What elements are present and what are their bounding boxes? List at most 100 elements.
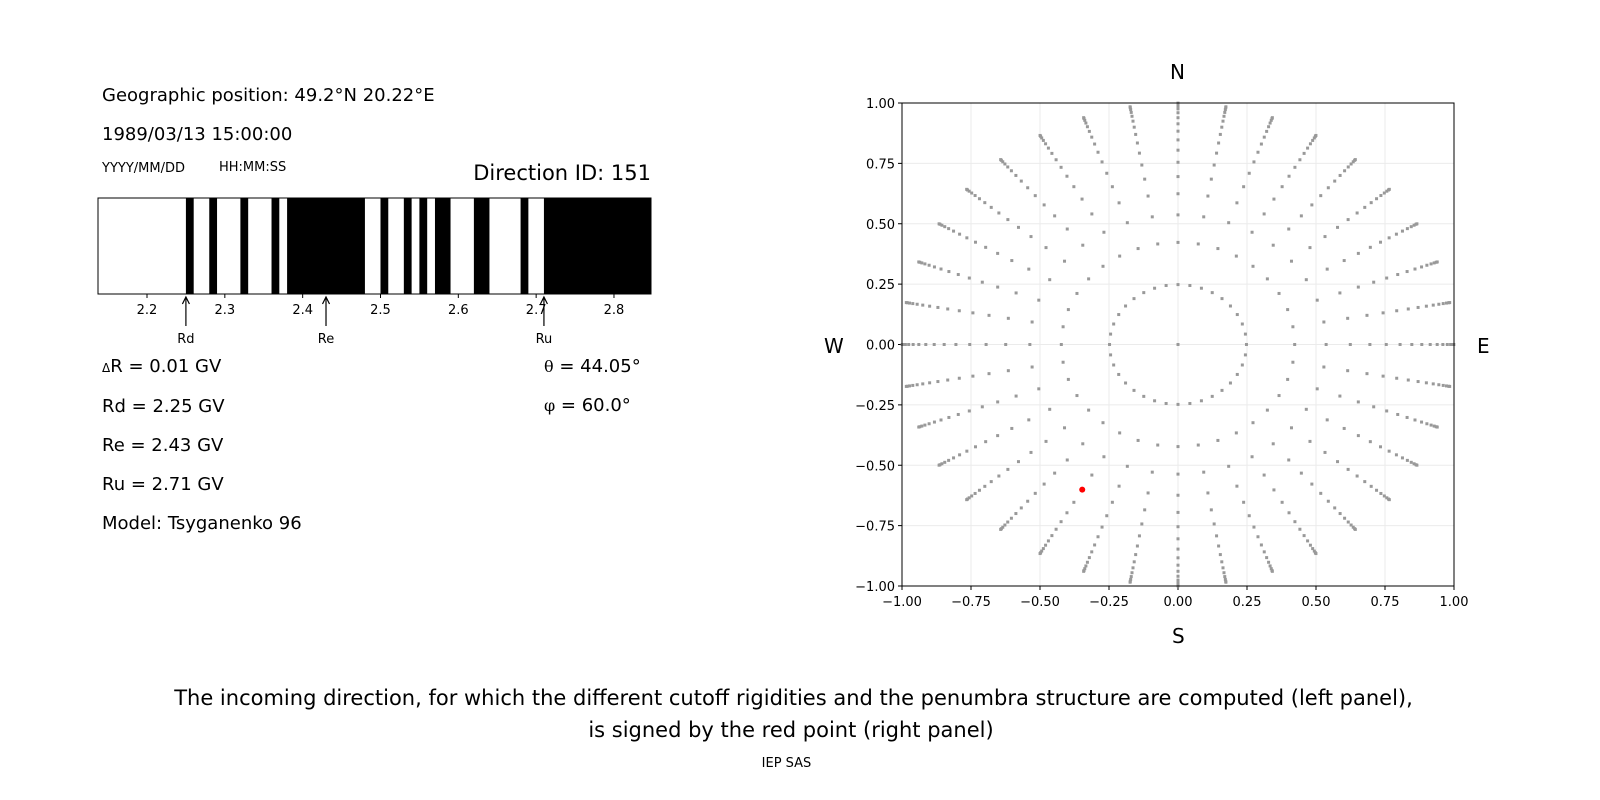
direction-point (1188, 284, 1192, 288)
direction-point (1224, 580, 1228, 584)
direction-point (1132, 125, 1136, 129)
direction-point (1315, 298, 1319, 302)
direction-point (1228, 381, 1232, 385)
direction-point (1267, 125, 1271, 129)
direction-point (1310, 203, 1314, 207)
direction-point (1129, 577, 1133, 581)
caption-line-1: The incoming direction, for which the di… (174, 686, 1413, 710)
direction-point (1222, 571, 1226, 575)
direction-point (983, 201, 987, 205)
direction-point (1368, 343, 1372, 346)
direction-point (1416, 305, 1420, 309)
forbidden-band (209, 198, 218, 294)
direction-point (947, 227, 951, 231)
direction-point (1112, 363, 1116, 367)
direction-point (1096, 535, 1100, 539)
direction-point (1085, 560, 1089, 564)
direction-point (1375, 488, 1379, 492)
direction-point (1259, 142, 1263, 146)
direction-point (1224, 105, 1228, 109)
compass-north: N (1170, 60, 1185, 84)
direction-point (1220, 388, 1224, 392)
direction-point (965, 449, 969, 453)
direction-point (1398, 343, 1402, 346)
direction-point (1356, 400, 1360, 404)
direction-point (1271, 243, 1275, 247)
direction-point (1134, 132, 1138, 136)
direction-point (1325, 267, 1329, 271)
direction-point (1140, 163, 1144, 167)
direction-point (1004, 343, 1008, 346)
direction-point (1437, 302, 1441, 306)
direction-point (1030, 320, 1034, 324)
direction-point (1117, 484, 1121, 488)
direction-point (1310, 482, 1314, 486)
direction-point (1042, 203, 1046, 207)
direction-point (1382, 494, 1386, 498)
direction-point (1424, 381, 1428, 385)
direction-point (1206, 491, 1210, 495)
direction-point (1387, 187, 1391, 191)
direction-point (1270, 116, 1274, 120)
direction-point (952, 229, 956, 233)
direction-point (903, 343, 907, 346)
forbidden-band (419, 198, 428, 294)
y-tick-label: −0.50 (855, 459, 895, 474)
direction-point (1277, 291, 1281, 295)
direction-point (1053, 214, 1057, 218)
direction-point (1235, 313, 1239, 317)
direction-point (1038, 133, 1042, 137)
direction-point (954, 343, 958, 346)
direction-point (973, 240, 977, 244)
direction-point (1033, 194, 1037, 198)
direction-point (1196, 443, 1200, 447)
caption-line-2: is signed by the red point (right panel) (588, 718, 994, 742)
direction-point (997, 211, 1001, 215)
direction-point (1235, 372, 1239, 376)
direction-point (1216, 247, 1220, 251)
direction-point (1110, 185, 1114, 189)
direction-point (957, 376, 961, 380)
direction-point (1291, 325, 1295, 329)
direction-point (921, 382, 925, 386)
direction-point (1252, 525, 1256, 529)
direction-point (1006, 369, 1010, 373)
direction-point (1061, 325, 1065, 329)
direction-point (1365, 313, 1369, 317)
direction-point (965, 236, 969, 240)
direction-point (1251, 421, 1255, 425)
direction-point (1048, 278, 1052, 282)
direction-point (1308, 246, 1312, 250)
direction-point (917, 425, 921, 429)
direction-point (1250, 455, 1254, 459)
selected-direction-point (1079, 486, 1086, 493)
time-format: HH:MM:SS (219, 160, 287, 175)
direction-point (1014, 394, 1018, 398)
direction-point (1128, 580, 1132, 584)
direction-point (1176, 581, 1180, 585)
direction-point (1405, 458, 1409, 462)
direction-point (1124, 381, 1128, 385)
direction-point (904, 301, 908, 305)
direction-point (1176, 343, 1180, 346)
direction-point (1176, 574, 1180, 578)
x-tick-label: 2.7 (526, 303, 547, 318)
direction-point (932, 420, 936, 424)
direction-point (1314, 133, 1318, 137)
direction-point (1137, 534, 1141, 538)
compass-south: S (1172, 624, 1185, 648)
direction-point (1349, 162, 1353, 166)
y-tick-label: 0.75 (866, 157, 895, 172)
direction-point (1044, 142, 1048, 146)
direction-id: Direction ID: 151 (473, 161, 651, 185)
direction-point (1041, 547, 1045, 551)
direction-point (1252, 160, 1256, 164)
direction-point (1287, 458, 1291, 462)
direction-point (1346, 316, 1350, 320)
direction-point (971, 374, 975, 378)
direction-point (1413, 418, 1417, 422)
direction-point (1342, 426, 1346, 430)
direction-point (1381, 311, 1385, 315)
direction-point (1265, 277, 1269, 281)
